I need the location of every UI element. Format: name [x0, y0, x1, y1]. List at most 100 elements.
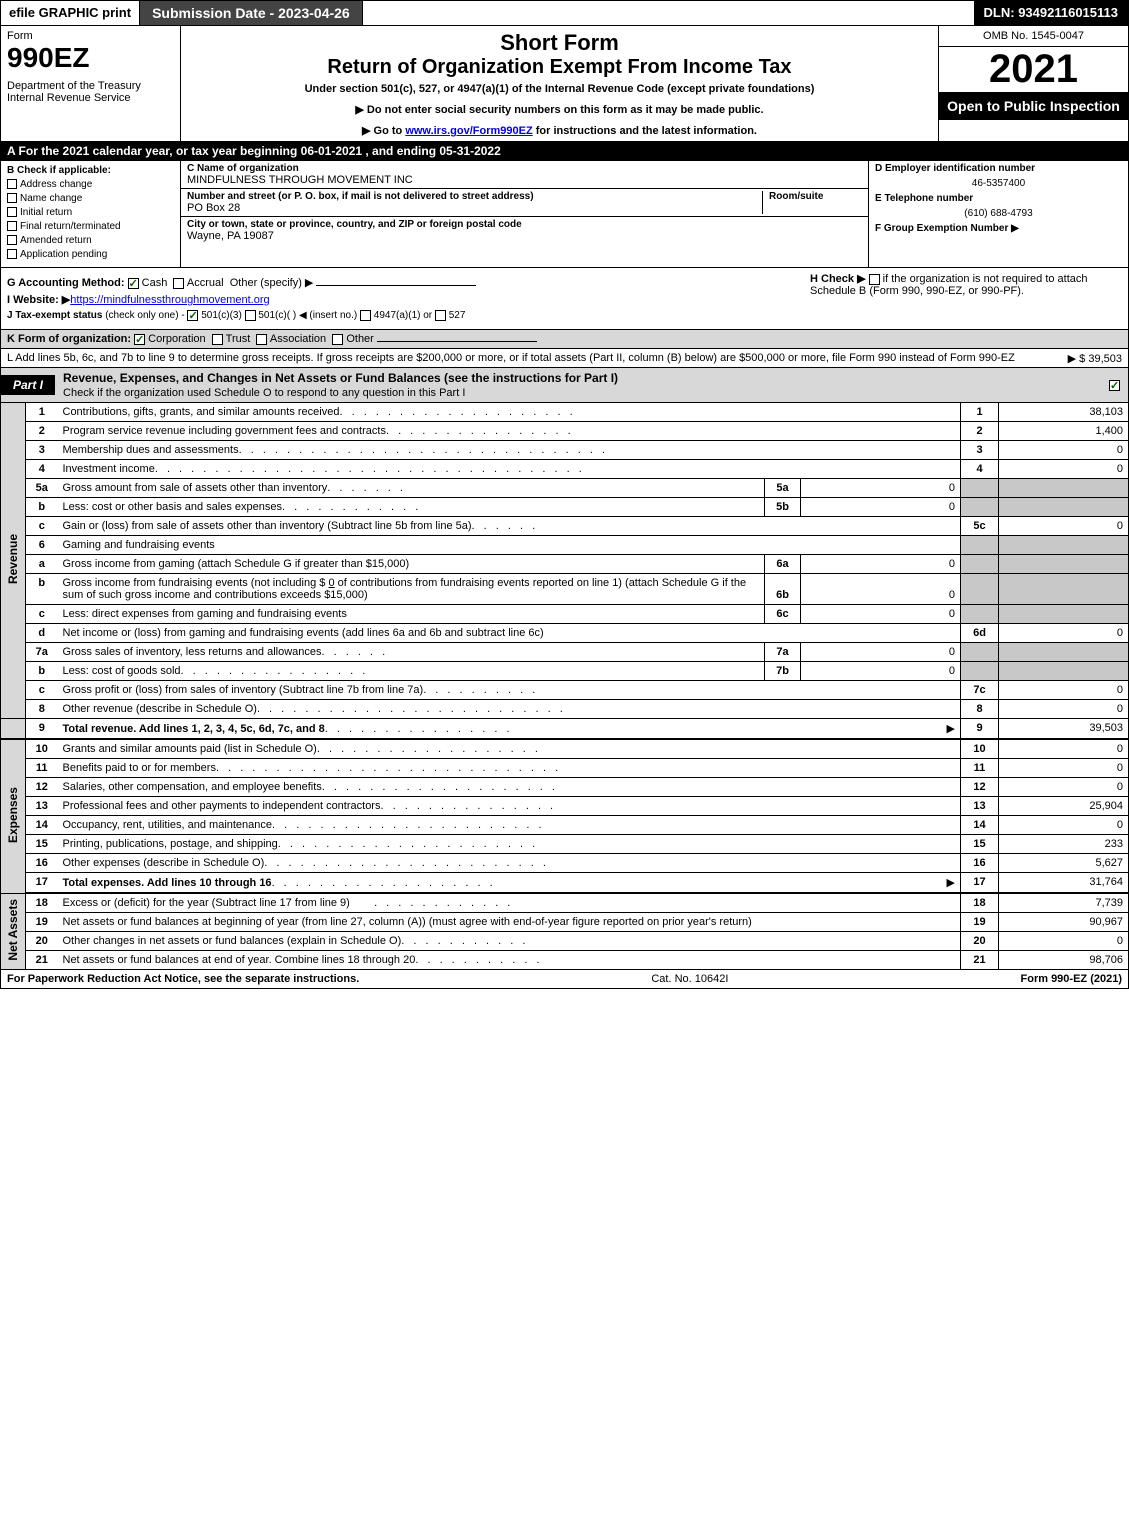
irs-link[interactable]: www.irs.gov/Form990EZ	[405, 125, 532, 137]
section-a: A For the 2021 calendar year, or tax yea…	[0, 141, 1129, 161]
grey-cell	[999, 605, 1129, 624]
arrow-icon: ▶	[947, 876, 955, 889]
footer-right: Form 990-EZ (2021)	[1021, 973, 1123, 985]
k-other-label: Other	[346, 333, 374, 345]
form-header: Form 990EZ Department of the Treasury In…	[0, 26, 1129, 141]
chk-accrual[interactable]	[173, 278, 184, 289]
row-9: 9 Total revenue. Add lines 1, 2, 3, 4, 5…	[1, 719, 1129, 740]
desc-pre: Gross income from fundraising events (no…	[63, 577, 329, 589]
chk-corporation[interactable]	[134, 334, 145, 345]
num: 11	[961, 759, 999, 778]
row-18: Net Assets 18 Excess or (deficit) for th…	[1, 893, 1129, 913]
checkbox-icon[interactable]	[7, 207, 17, 217]
ln: 5a	[26, 479, 58, 498]
chk-amended-return[interactable]: Amended return	[7, 235, 174, 246]
chk-4947[interactable]	[360, 310, 371, 321]
k-other-input[interactable]	[377, 341, 537, 342]
section-ghij: G Accounting Method: Cash Accrual Other …	[0, 268, 1129, 330]
amt: 90,967	[999, 913, 1129, 932]
line-g: G Accounting Method: Cash Accrual Other …	[7, 276, 802, 289]
amt: 7,739	[999, 893, 1129, 913]
desc: Benefits paid to or for members	[63, 762, 216, 774]
desc: Other changes in net assets or fund bala…	[63, 935, 402, 947]
g-accrual-label: Accrual	[187, 277, 224, 289]
desc: Occupancy, rent, utilities, and maintena…	[63, 819, 273, 831]
l-text: L Add lines 5b, 6c, and 7b to line 9 to …	[7, 352, 1015, 364]
ln: 1	[26, 403, 58, 422]
checkbox-icon[interactable]	[7, 235, 17, 245]
amt: 39,503	[999, 719, 1129, 740]
amt: 0	[999, 700, 1129, 719]
website-link[interactable]: https://mindfulnessthroughmovement.org	[70, 294, 269, 306]
part1-title-text: Revenue, Expenses, and Changes in Net As…	[63, 371, 618, 385]
checkbox-icon[interactable]	[7, 193, 17, 203]
amt: 5,627	[999, 854, 1129, 873]
amt: 0	[999, 932, 1129, 951]
checkbox-icon[interactable]	[7, 221, 17, 231]
row-7c: c Gross profit or (loss) from sales of i…	[1, 681, 1129, 700]
sublbl: 5b	[765, 498, 801, 517]
sublbl: 6c	[765, 605, 801, 624]
desc: Gross amount from sale of assets other t…	[63, 482, 328, 494]
desc: Gross sales of inventory, less returns a…	[63, 646, 322, 658]
num: 4	[961, 460, 999, 479]
j-501c-label: 501(c)( )	[258, 310, 296, 321]
desc: Less: cost or other basis and sales expe…	[63, 501, 283, 513]
amt: 0	[999, 624, 1129, 643]
amt: 0	[999, 460, 1129, 479]
num: 17	[961, 873, 999, 894]
grey-cell	[961, 605, 999, 624]
chk-501c[interactable]	[245, 310, 256, 321]
chk-final-return[interactable]: Final return/terminated	[7, 221, 174, 232]
row-21: 21 Net assets or fund balances at end of…	[1, 951, 1129, 970]
chk-trust[interactable]	[212, 334, 223, 345]
tax-year: 2021	[939, 47, 1128, 92]
j-insert: ◀ (insert no.)	[299, 310, 357, 321]
desc: Net assets or fund balances at beginning…	[63, 916, 752, 928]
chk-527[interactable]	[435, 310, 446, 321]
chk-cash[interactable]	[128, 278, 139, 289]
chk-schedule-b[interactable]	[869, 274, 880, 285]
section-k: K Form of organization: Corporation Trus…	[0, 330, 1129, 349]
chk-name-change[interactable]: Name change	[7, 193, 174, 204]
num: 1	[961, 403, 999, 422]
inspection-box: Open to Public Inspection	[939, 92, 1128, 120]
ln: c	[26, 681, 58, 700]
row-15: 15 Printing, publications, postage, and …	[1, 835, 1129, 854]
efile-label[interactable]: efile GRAPHIC print	[1, 1, 140, 25]
chk-schedule-o[interactable]	[1109, 380, 1120, 391]
ln: 7a	[26, 643, 58, 662]
row-4: 4 Investment income. . . . . . . . . . .…	[1, 460, 1129, 479]
ein-label: D Employer identification number	[875, 163, 1122, 174]
grey-cell	[999, 498, 1129, 517]
sublbl: 7a	[765, 643, 801, 662]
ln: 3	[26, 441, 58, 460]
row-1: Revenue 1 Contributions, gifts, grants, …	[1, 403, 1129, 422]
group-exemption-label: F Group Exemption Number ▶	[875, 223, 1122, 234]
checkbox-icon[interactable]	[7, 249, 17, 259]
chk-501c3[interactable]	[187, 310, 198, 321]
chk-association[interactable]	[256, 334, 267, 345]
ln: 10	[26, 739, 58, 759]
g-other-input[interactable]	[316, 285, 476, 286]
checkbox-icon[interactable]	[7, 179, 17, 189]
footer-left: For Paperwork Reduction Act Notice, see …	[7, 973, 359, 985]
num: 10	[961, 739, 999, 759]
desc: Total expenses. Add lines 10 through 16	[63, 877, 272, 889]
chk-application-pending[interactable]: Application pending	[7, 249, 174, 260]
form-subtitle: Under section 501(c), 527, or 4947(a)(1)…	[191, 83, 928, 95]
desc: Program service revenue including govern…	[63, 425, 386, 437]
grey-cell	[999, 536, 1129, 555]
chk-address-change[interactable]: Address change	[7, 179, 174, 190]
row-6d: d Net income or (loss) from gaming and f…	[1, 624, 1129, 643]
ln: b	[26, 574, 58, 605]
ln: 13	[26, 797, 58, 816]
chk-other[interactable]	[332, 334, 343, 345]
chk-initial-return[interactable]: Initial return	[7, 207, 174, 218]
num: 7c	[961, 681, 999, 700]
desc: Gross profit or (loss) from sales of inv…	[63, 684, 424, 696]
vlabel-spacer	[1, 719, 26, 740]
ln: c	[26, 517, 58, 536]
grey-cell	[999, 662, 1129, 681]
header-left: Form 990EZ Department of the Treasury In…	[1, 26, 181, 141]
